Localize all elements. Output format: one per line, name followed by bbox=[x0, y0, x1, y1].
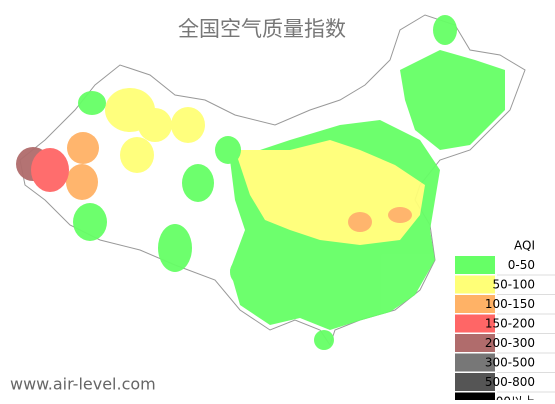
aqi-areas bbox=[16, 15, 505, 350]
legend-swatch bbox=[455, 314, 495, 333]
legend: AQI 0-50 50-100 100-150 150-200 200-300 300-5… bbox=[453, 236, 555, 404]
aqi-area bbox=[400, 50, 505, 150]
aqi-area bbox=[120, 137, 154, 173]
map-title: 全国空气质量指数 bbox=[178, 17, 346, 41]
legend-swatch bbox=[455, 275, 495, 294]
aqi-area bbox=[182, 164, 214, 202]
aqi-area bbox=[66, 164, 98, 200]
aqi-area bbox=[433, 15, 457, 45]
legend-swatch bbox=[455, 334, 495, 352]
aqi-area bbox=[67, 132, 99, 164]
legend-label: 200-300 bbox=[485, 336, 535, 350]
aqi-area bbox=[31, 148, 69, 192]
aqi-area bbox=[73, 203, 107, 241]
legend-label: 50-100 bbox=[492, 278, 535, 292]
legend-label: 500-800 bbox=[485, 375, 535, 389]
aqi-area bbox=[78, 91, 106, 115]
legend-label: 300-500 bbox=[485, 356, 535, 370]
aqi-area bbox=[158, 224, 192, 272]
legend-swatch bbox=[455, 295, 495, 313]
aqi-area bbox=[171, 107, 205, 143]
legend-swatch bbox=[455, 392, 495, 404]
legend-label: 800以上 bbox=[488, 395, 535, 401]
aqi-area bbox=[215, 136, 241, 164]
aqi-area bbox=[138, 108, 172, 142]
legend-label: 100-150 bbox=[485, 297, 535, 311]
legend-swatch bbox=[455, 373, 495, 391]
legend-label: 150-200 bbox=[485, 317, 535, 331]
legend-swatch bbox=[455, 256, 495, 274]
aqi-area bbox=[348, 212, 372, 232]
aqi-area bbox=[314, 330, 334, 350]
legend-label: 0-50 bbox=[508, 258, 535, 272]
watermark: www.air-level.com bbox=[10, 375, 156, 394]
legend-title: AQI bbox=[514, 239, 535, 253]
aqi-area bbox=[230, 260, 250, 284]
aqi-area bbox=[388, 207, 412, 223]
legend-swatch bbox=[455, 353, 495, 372]
aqi-area bbox=[235, 140, 425, 245]
